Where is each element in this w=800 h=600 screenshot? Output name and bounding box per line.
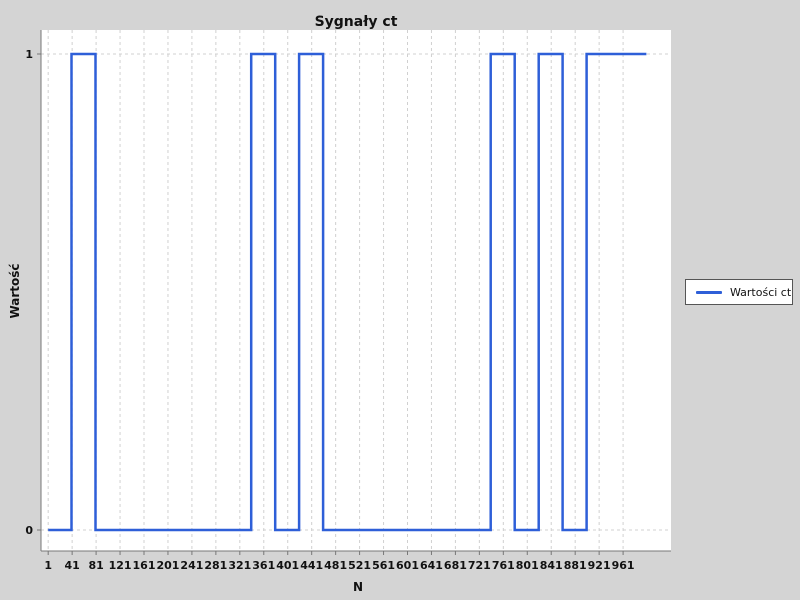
- x-tick-label: 521: [348, 559, 371, 572]
- x-tick-label: 761: [492, 559, 515, 572]
- axis-ticks: 1 41 81 121 161 201 241 281 321 361 401 441 481 521 56…: [25, 48, 634, 572]
- x-tick-label: 41: [64, 559, 79, 572]
- x-tick-label: 201: [156, 559, 179, 572]
- plot-area: [41, 30, 671, 551]
- x-tick-label: 121: [109, 559, 132, 572]
- x-tick-label: 641: [420, 559, 443, 572]
- legend: Wartości ct: [685, 279, 793, 305]
- grid: [41, 30, 671, 551]
- x-tick-label: 841: [540, 559, 563, 572]
- x-tick-label: 961: [612, 559, 635, 572]
- x-tick-label: 281: [204, 559, 227, 572]
- x-tick-label: 1: [44, 559, 52, 572]
- y-tick-label: 0: [25, 524, 33, 537]
- x-tick-label: 361: [252, 559, 275, 572]
- x-tick-label: 601: [396, 559, 419, 572]
- x-tick-label: 681: [444, 559, 467, 572]
- x-tick-label: 441: [300, 559, 323, 572]
- series-line: [48, 52, 647, 532]
- x-tick-label: 881: [564, 559, 587, 572]
- x-axis-label: N: [353, 580, 363, 594]
- series: [48, 52, 647, 532]
- x-tick-label: 921: [588, 559, 611, 572]
- legend-swatch: [696, 290, 722, 294]
- x-tick-label: 561: [372, 559, 395, 572]
- x-tick-label: 81: [88, 559, 103, 572]
- chart-title: Sygnały ct: [315, 14, 398, 30]
- x-tick-label: 161: [133, 559, 156, 572]
- y-tick-label: 1: [25, 48, 33, 61]
- x-tick-label: 321: [228, 559, 251, 572]
- legend-label: Wartości ct: [730, 285, 792, 299]
- x-tick-label: 241: [180, 559, 203, 572]
- x-tick-label: 721: [468, 559, 491, 572]
- x-tick-label: 401: [276, 559, 299, 572]
- y-axis-label: Wartość: [8, 263, 22, 318]
- x-tick-label: 481: [324, 559, 347, 572]
- x-tick-label: 801: [516, 559, 539, 572]
